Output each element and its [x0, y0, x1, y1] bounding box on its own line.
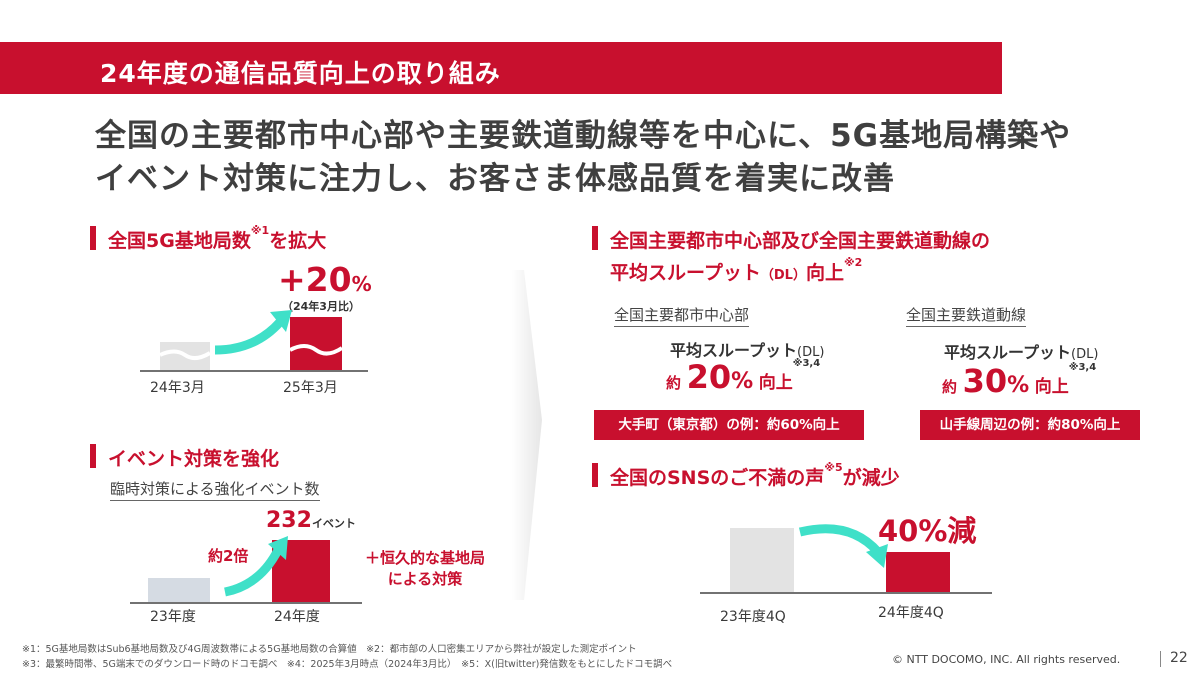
city-label: 全国主要都市中心部 — [614, 304, 750, 327]
divider-chevron-icon — [512, 270, 542, 600]
rail-value: 約 30% 向上※3,4 — [942, 362, 1097, 400]
section-title-sns: 全国のSNSのご不満の声※5が減少 — [610, 461, 900, 489]
footer-divider — [1160, 651, 1161, 667]
page-title: 24年度の通信品質向上の取り組み — [100, 59, 501, 88]
city-value: 約 20% 向上※3,4 — [666, 358, 821, 396]
bar-break-mark — [289, 344, 344, 356]
section-title-base-stations: 全国5G基地局数※1を拡大 — [108, 224, 327, 252]
copyright: © NTT DOCOMO, INC. All rights reserved. — [892, 653, 1121, 666]
growth-arrow — [214, 318, 284, 355]
section-marker — [592, 226, 598, 250]
tick-label-24-4q: 24年度4Q — [878, 605, 944, 621]
events-arrowhead — [268, 536, 288, 560]
rail-example-badge: 山手線周辺の例：約80%向上 — [920, 410, 1140, 440]
section-title-events: イベント対策を強化 — [108, 448, 280, 470]
growth-arrowhead — [270, 310, 292, 332]
sns-arrowhead — [866, 544, 888, 568]
page-number: 22 — [1170, 650, 1188, 666]
events-subtitle: 臨時対策による強化イベント数 — [110, 478, 320, 501]
section-marker — [90, 444, 96, 468]
events-multiplier: 約2倍 — [208, 547, 249, 565]
base-stations-increase: +20% — [278, 260, 372, 299]
events-chart — [130, 536, 362, 604]
section-title-throughput-line1: 全国主要都市中心部及び全国主要鉄道動線の — [610, 230, 991, 252]
section-marker — [592, 463, 598, 487]
tick-label-23-4q: 23年度4Q — [720, 609, 786, 625]
footnote-line1: ※1：5G基地局数はSub6基地局数及び4G周波数帯による5G基地局数の合算値 … — [22, 644, 637, 655]
city-metric: 平均スループット(DL) — [670, 341, 825, 360]
tick-label-23: 23年度 — [150, 609, 196, 625]
events-arrow — [223, 547, 283, 597]
rail-label: 全国主要鉄道動線 — [906, 304, 1027, 327]
sns-arrow — [798, 524, 882, 556]
headline-line1: 全国の主要都市中心部や主要鉄道動線等を中心に、5G基地局構築や — [95, 118, 1072, 154]
events-value: 232イベント — [266, 508, 356, 533]
bar-25-03 — [290, 317, 342, 370]
events-note: ＋恒久的な基地局 による対策 — [364, 549, 485, 588]
bar-break-mark — [159, 349, 212, 360]
tick-label-24-03: 24年3月 — [150, 380, 205, 396]
rail-metric: 平均スループット(DL) — [944, 343, 1099, 362]
bar-23-4q — [730, 528, 794, 592]
city-example-badge: 大手町（東京都）の例：約60%向上 — [594, 410, 864, 440]
sns-chart — [700, 524, 992, 594]
sns-reduction: 40%減 — [878, 514, 977, 548]
section-title-throughput-line2: 平均スループット（DL）向上※2 — [610, 256, 863, 284]
bar-24-4q — [886, 552, 950, 592]
tick-label-25-03: 25年3月 — [283, 380, 338, 396]
base-stations-chart — [140, 310, 368, 372]
footnote-line2: ※3：最繁時間帯、5G端末でのダウンロード時のドコモ調べ ※4：2025年3月時… — [22, 659, 673, 670]
title-bar — [0, 42, 1002, 94]
section-marker — [90, 226, 96, 250]
bar-23 — [148, 578, 210, 602]
tick-label-24: 24年度 — [274, 609, 320, 625]
headline-line2: イベント対策に注力し、お客さま体感品質を着実に改善 — [95, 161, 895, 197]
base-stations-increase-note: （24年3月比） — [282, 300, 360, 313]
